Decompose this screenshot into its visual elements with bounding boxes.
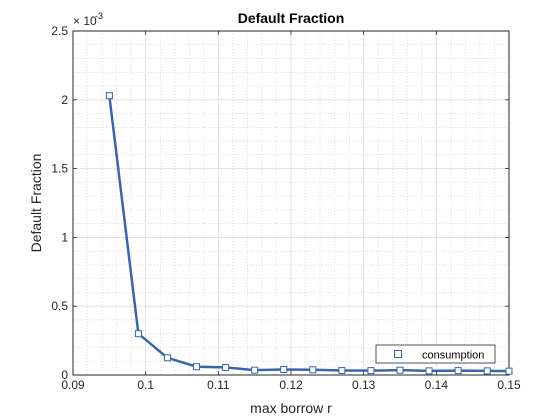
legend: consumption	[375, 344, 496, 364]
x-tick-label: 0.11	[207, 378, 230, 392]
x-tick-label: 0.1	[137, 378, 154, 392]
x-tick-label: 0.14	[425, 378, 449, 392]
data-point-marker	[280, 365, 288, 373]
data-point-marker	[105, 92, 113, 100]
y-tick-label: 1	[61, 230, 68, 244]
data-point-marker	[454, 367, 462, 375]
y-tick-label: 0	[61, 368, 68, 382]
ticks	[72, 30, 510, 376]
y-tick-label: 0.5	[51, 299, 68, 313]
data-point-marker	[309, 366, 317, 374]
legend-label-consumption: consumption	[422, 350, 484, 362]
data-point-marker	[251, 366, 259, 374]
x-tick-label: 0.09	[61, 378, 85, 392]
data-point-marker	[505, 367, 513, 375]
x-axis-label: max borrow r	[250, 400, 332, 416]
data-point-marker	[367, 367, 375, 375]
data-point-marker	[222, 363, 230, 371]
x-tick-label: 0.15	[497, 378, 521, 392]
y-tick-label: 2	[61, 93, 68, 107]
y-tick-label: 1.5	[51, 162, 68, 176]
y-tick-label: 2.5	[51, 24, 68, 38]
y-exponent-power: -3	[95, 11, 103, 21]
data-point-marker	[193, 363, 201, 371]
data-point-marker	[396, 366, 404, 374]
y-axis-label: Default Fraction	[28, 154, 44, 253]
data-point-marker	[425, 367, 433, 375]
data-point-marker	[338, 366, 346, 374]
x-tick-label: 0.12	[279, 378, 303, 392]
y-exponent-label: × 10 -3	[73, 11, 103, 28]
legend-box	[375, 344, 496, 364]
data-point-marker	[134, 330, 142, 338]
data-point-marker	[163, 354, 171, 362]
y-exponent-base: × 10	[73, 14, 97, 28]
legend-marker-consumption	[394, 350, 402, 358]
data-point-marker	[483, 367, 491, 375]
series-layer	[105, 92, 513, 375]
x-tick-labels: 0.09 0.1 0.11 0.12 0.13 0.14 0.15	[61, 378, 521, 392]
y-tick-labels: 0 0.5 1 1.5 2 2.5	[51, 24, 68, 382]
x-tick-label: 0.13	[352, 378, 376, 392]
chart-title: Default Fraction	[238, 10, 345, 26]
